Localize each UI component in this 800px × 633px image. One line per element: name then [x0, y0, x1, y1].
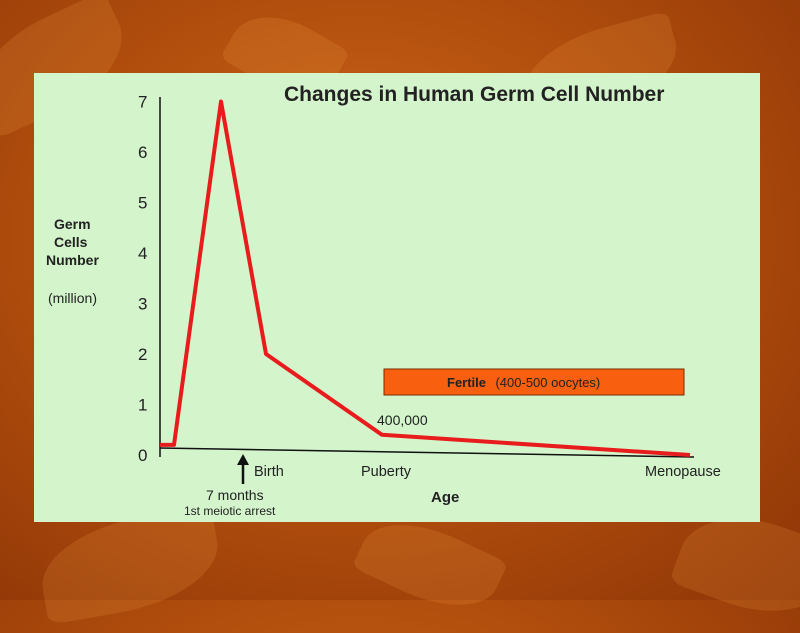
x-label-7-months: 7 months	[206, 487, 264, 503]
chart-title: Changes in Human Germ Cell Number	[284, 83, 664, 106]
y-tick-label: 0	[138, 446, 147, 465]
fertile-box	[383, 368, 685, 396]
chart-svg: Changes in Human Germ Cell Number 0 1 2 3 4 5…	[46, 83, 721, 518]
x-axis-title: Age	[431, 489, 459, 506]
y-tick-label: 5	[138, 194, 147, 213]
germ-cell-series-line	[160, 99, 691, 457]
y-axis-label-line3: Number	[46, 252, 99, 268]
y-axis-label-line1: Germ	[54, 216, 91, 232]
x-label-meiotic-arrest: 1st meiotic arrest	[184, 504, 276, 518]
y-axis-unit: (million)	[48, 290, 97, 306]
background-leaf	[33, 505, 227, 625]
y-tick-label: 6	[138, 143, 147, 162]
fertile-box-label: Fertile (400-500 oocytes)	[447, 374, 600, 391]
x-label-birth: Birth	[254, 464, 284, 480]
point-label-400000: 400,000	[377, 412, 428, 428]
y-tick-label: 7	[138, 93, 147, 112]
x-label-menopause: Menopause	[645, 464, 721, 480]
fertile-label-rest: (400-500 oocytes)	[495, 375, 600, 390]
background-leaf	[351, 503, 509, 627]
meiotic-arrest-arrow-head	[237, 454, 249, 465]
chart-panel: Changes in Human Germ Cell Number 0 1 2 3 4 5…	[34, 73, 760, 522]
y-tick-label: 2	[138, 345, 147, 364]
y-tick-label: 1	[138, 396, 147, 415]
y-tick-labels: 0 1 2 3 4 5 6 7	[138, 93, 147, 466]
y-axis-label-line2: Cells	[54, 234, 88, 250]
y-tick-label: 3	[138, 295, 147, 314]
x-axis-line	[159, 447, 695, 458]
x-label-puberty: Puberty	[361, 464, 412, 480]
y-tick-label: 4	[138, 244, 147, 263]
fertile-label-bold: Fertile	[447, 375, 486, 390]
